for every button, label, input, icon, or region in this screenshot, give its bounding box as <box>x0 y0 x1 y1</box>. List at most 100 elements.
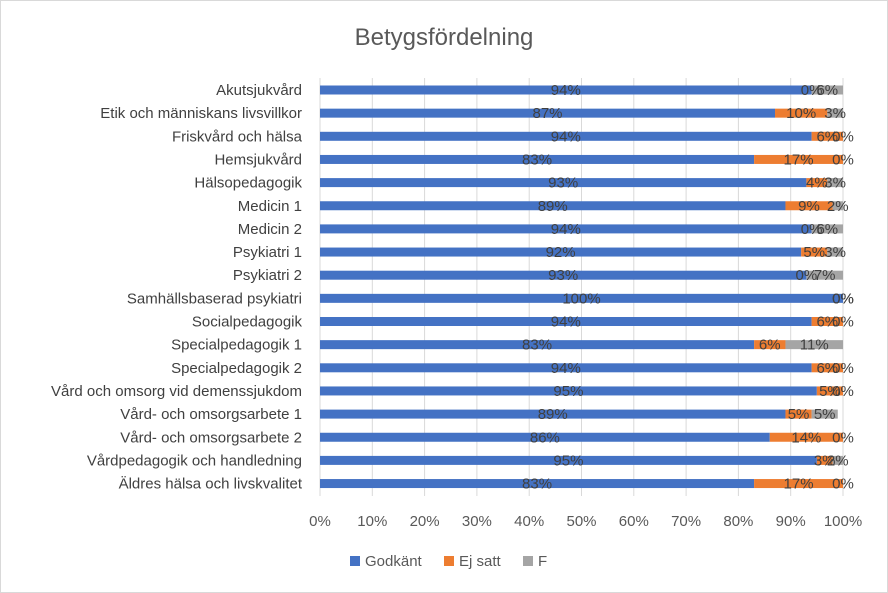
bar-segment <box>811 363 843 373</box>
data-label: 5% <box>819 383 841 400</box>
bar-segment <box>320 131 812 141</box>
bar-segment <box>811 224 843 234</box>
data-label: 6% <box>816 128 838 145</box>
bar-segment <box>320 224 812 234</box>
data-label: 0% <box>801 82 823 99</box>
x-tick-label: 0% <box>309 513 331 530</box>
bar-segment <box>832 455 843 465</box>
bars <box>320 85 843 489</box>
x-tick-label: 80% <box>723 513 753 530</box>
bar-segment <box>320 455 817 465</box>
bar-segment <box>320 409 786 419</box>
bar-segment <box>816 455 833 465</box>
bar-segment <box>827 247 843 257</box>
bar-segment <box>769 432 843 442</box>
data-label: 94% <box>551 314 581 331</box>
data-label: 6% <box>816 82 838 99</box>
data-label: 3% <box>824 244 846 261</box>
bar-segment <box>832 201 843 211</box>
bar-segment <box>320 178 807 188</box>
category-label: Psykiatri 1 <box>233 244 302 261</box>
bar-segment <box>320 432 770 442</box>
data-label: 10% <box>786 105 816 122</box>
data-label: 89% <box>538 406 568 423</box>
data-label: 5% <box>788 406 810 423</box>
data-label: 9% <box>798 198 820 215</box>
bar-segment <box>775 108 828 118</box>
data-label: 0% <box>801 221 823 238</box>
x-tick-label: 50% <box>566 513 596 530</box>
category-label: Hälsopedagogik <box>194 175 302 192</box>
data-label: 94% <box>551 221 581 238</box>
bar-segment <box>320 108 776 118</box>
category-label: Akutsjukvård <box>216 82 302 99</box>
data-label: 94% <box>551 128 581 145</box>
data-label: 93% <box>548 175 578 192</box>
bar-segment <box>827 108 843 118</box>
bar-segment <box>754 340 786 350</box>
data-label: 5% <box>803 244 825 261</box>
bar-segment <box>320 386 817 396</box>
data-label: 4% <box>806 175 828 192</box>
x-tick-label: 20% <box>410 513 440 530</box>
chart-title: Betygsfördelning <box>355 24 534 51</box>
bar-segment <box>320 85 812 95</box>
bar-segment <box>320 270 807 280</box>
x-tick-label: 100% <box>824 513 862 530</box>
data-label: 6% <box>816 314 838 331</box>
bar-segment <box>320 479 755 489</box>
data-label: 94% <box>551 360 581 377</box>
data-label: 3% <box>824 175 846 192</box>
data-label: 83% <box>522 151 552 168</box>
data-label: 0% <box>832 290 854 307</box>
bar-segment <box>801 247 828 257</box>
data-label: 0% <box>832 429 854 446</box>
x-tick-label: 70% <box>671 513 701 530</box>
data-label: 100% <box>562 290 600 307</box>
legend-label: F <box>538 553 547 570</box>
bar-segment <box>827 178 843 188</box>
data-label: 94% <box>551 82 581 99</box>
gridlines <box>319 78 844 496</box>
x-axis-ticks: 0% 10% 20% 30% 40% 50% 60% 70% 80% 90% 100% <box>309 513 862 530</box>
category-label: Vårdpedagogik och handledning <box>87 452 302 469</box>
data-label: 17% <box>784 151 814 168</box>
x-tick-label: 60% <box>619 513 649 530</box>
bar-segment <box>320 340 755 350</box>
bar-segment <box>320 154 755 164</box>
data-label: 89% <box>538 198 568 215</box>
data-label: 14% <box>791 429 821 446</box>
bar-segment <box>816 386 843 396</box>
legend-swatch <box>444 556 454 566</box>
data-label: 11% <box>800 337 829 354</box>
x-tick-label: 10% <box>357 513 387 530</box>
data-label: 6% <box>816 221 838 238</box>
data-label: 86% <box>530 429 560 446</box>
data-label: 0% <box>832 383 854 400</box>
data-label: 3% <box>814 452 836 469</box>
category-label: Vård- och omsorgsarbete 2 <box>120 429 302 446</box>
x-tick-label: 40% <box>514 513 544 530</box>
data-label: 0% <box>832 151 854 168</box>
x-tick-label: 90% <box>776 513 806 530</box>
category-label: Vård- och omsorgsarbete 1 <box>120 406 302 423</box>
bar-segment <box>754 154 843 164</box>
bar-segment <box>320 201 786 211</box>
data-label: 6% <box>759 337 781 354</box>
category-label: Socialpedagogik <box>192 314 303 331</box>
data-label: 83% <box>522 476 552 493</box>
category-label: Vård och omsorg vid demenssjukdom <box>51 383 302 400</box>
bar-segment <box>785 340 843 350</box>
data-label: 95% <box>553 452 583 469</box>
bar-segment <box>806 178 828 188</box>
data-label: 83% <box>522 337 552 354</box>
category-labels: Akutsjukvård Etik och människans livsvill… <box>51 82 303 493</box>
data-label: 0% <box>832 314 854 331</box>
legend-label: Ej satt <box>459 553 502 570</box>
category-label: Medicin 1 <box>238 198 302 215</box>
legend-swatch <box>523 556 533 566</box>
bar-segment <box>811 85 843 95</box>
bar-segment <box>320 293 843 303</box>
bar-segment <box>785 201 833 211</box>
